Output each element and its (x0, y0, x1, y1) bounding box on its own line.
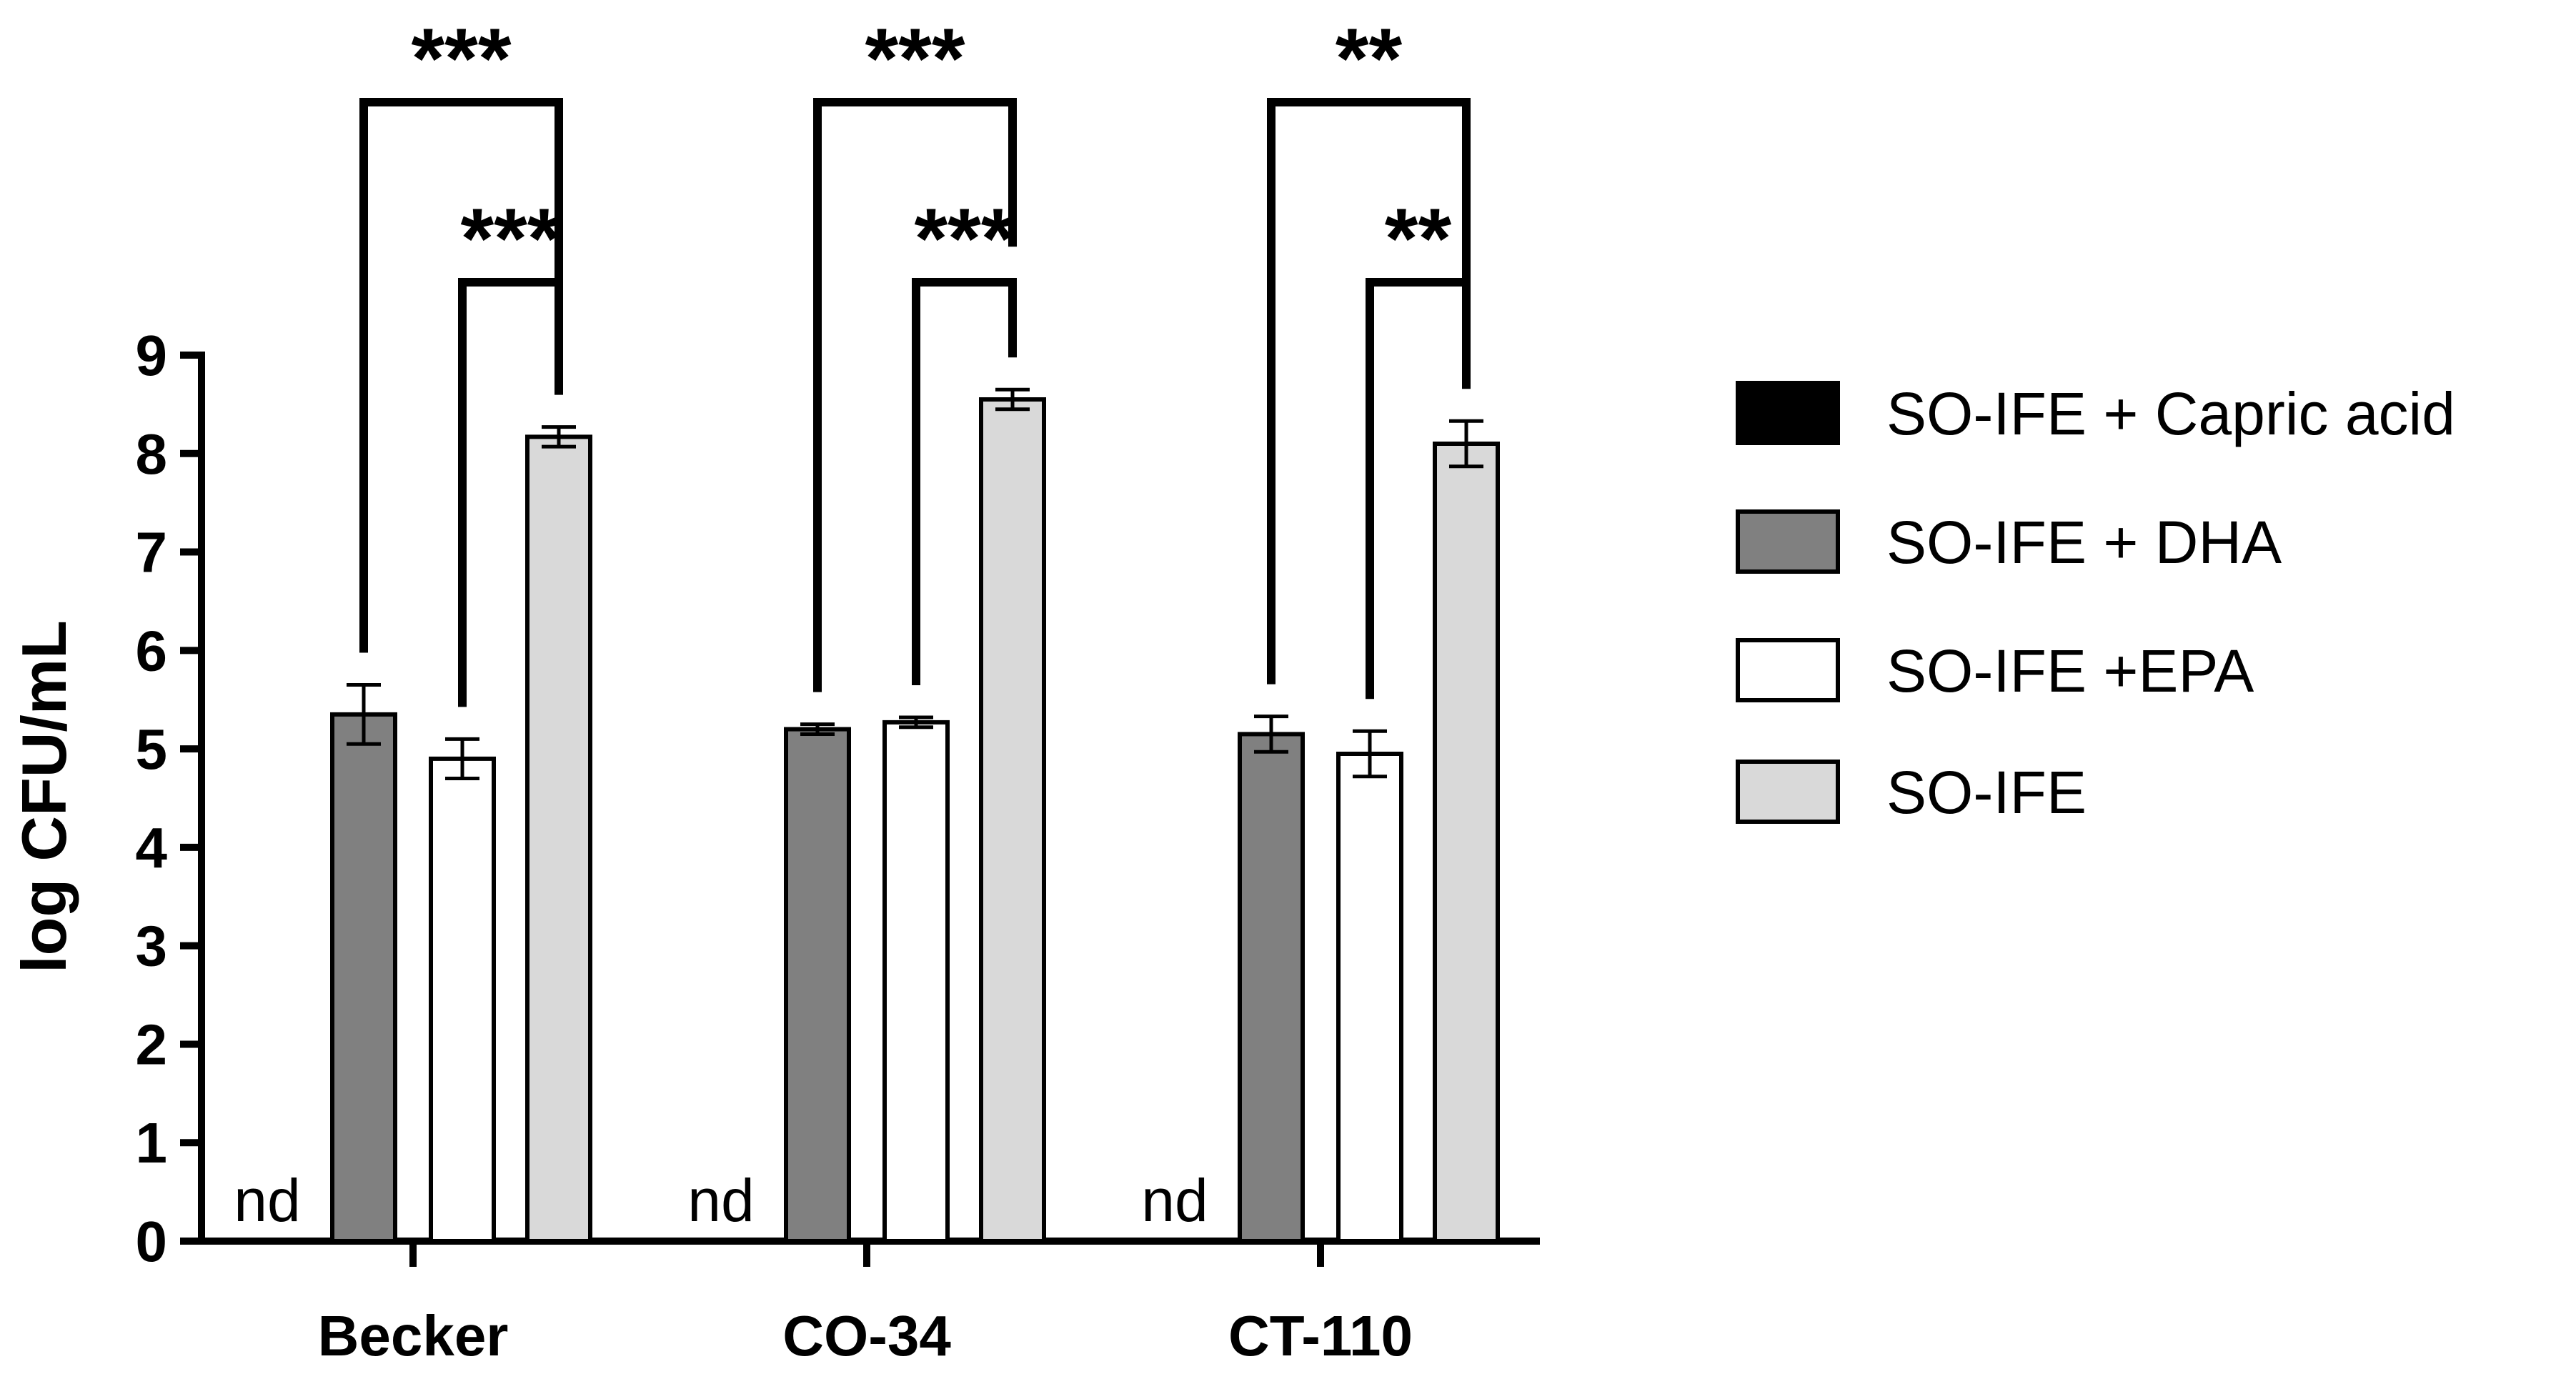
significance-bracket (458, 278, 563, 707)
significance-bracket (813, 98, 1017, 692)
bar (1238, 732, 1305, 1243)
data-label-nd: nd (687, 1167, 754, 1234)
bar (979, 397, 1046, 1243)
data-label-nd: nd (1141, 1167, 1208, 1234)
bar (882, 720, 950, 1243)
y-tick-label: 4 (136, 816, 168, 880)
significance-label: *** (460, 191, 560, 287)
y-tick-label: 2 (136, 1012, 168, 1076)
significance-bracket (1267, 98, 1471, 684)
chart-marks: 0 1 2 3 4 5 6 7 8 9 log CFU/mL Becker CO-34 CT-110 nd n… (9, 11, 1540, 1368)
bar (330, 712, 397, 1243)
legend-label: SO-IFE +EPA (1886, 637, 2254, 705)
legend: SO-IFE + Capric acid SO-IFE + DHA SO-IFE +… (1736, 380, 2455, 826)
y-tick-label: 7 (136, 521, 168, 584)
x-tick-label: CO-34 (782, 1304, 951, 1368)
bar (525, 434, 592, 1243)
legend-swatch (1736, 760, 1840, 824)
significance-label: ** (1336, 11, 1403, 106)
y-tick-label: 5 (136, 717, 168, 781)
legend-swatch (1736, 509, 1840, 574)
significance-label: *** (411, 11, 511, 106)
data-label-nd: nd (234, 1167, 300, 1234)
significance-label: *** (865, 11, 965, 106)
x-tick-label: Becker (318, 1304, 509, 1368)
y-axis-label: log CFU/mL (9, 620, 79, 973)
y-tick-label: 0 (136, 1210, 168, 1273)
legend-swatch (1736, 638, 1840, 702)
bar (1433, 442, 1500, 1243)
bar (784, 727, 851, 1243)
y-tick-label: 9 (136, 324, 168, 387)
x-tick-label: CT-110 (1228, 1304, 1413, 1368)
bar (429, 756, 496, 1243)
significance-label: ** (1385, 191, 1452, 287)
legend-label: SO-IFE + Capric acid (1886, 380, 2455, 447)
y-tick-label: 3 (136, 915, 168, 978)
legend-label: SO-IFE (1886, 759, 2087, 826)
significance-bracket (912, 278, 1017, 686)
bar (1336, 752, 1403, 1243)
y-tick-label: 8 (136, 422, 168, 486)
y-tick-label: 6 (136, 619, 168, 682)
y-tick-label: 1 (136, 1111, 168, 1175)
legend-swatch (1736, 381, 1840, 445)
significance-label: *** (914, 191, 1014, 287)
significance-bracket (359, 98, 563, 653)
legend-label: SO-IFE + DHA (1886, 509, 2282, 576)
significance-bracket (1366, 278, 1471, 700)
